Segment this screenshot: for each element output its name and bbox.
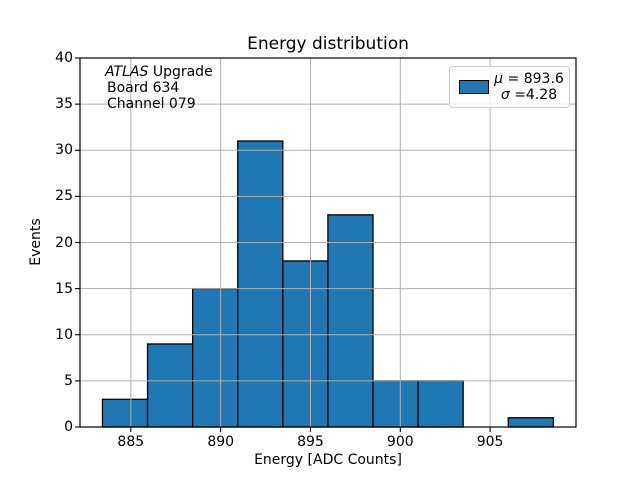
y-tick-label: 35 [55, 96, 73, 113]
histogram-bar [507, 417, 555, 428]
y-tick-label: 25 [55, 188, 73, 205]
annotation-line-board: Board 634 [107, 80, 180, 96]
histogram-bar [191, 287, 239, 428]
mu-value: = 893.6 [503, 71, 564, 87]
y-tick-label: 0 [64, 419, 73, 435]
experiment-name: ATLAS [105, 64, 149, 80]
legend-label: μ = 893.6 σ =4.28 [489, 71, 569, 103]
experiment-suffix: Upgrade [148, 64, 213, 80]
annotation-line-channel: Channel 079 [107, 96, 196, 112]
histogram-bar [282, 260, 329, 428]
sigma-symbol: σ [500, 87, 510, 103]
x-tick-label: 890 [207, 434, 235, 450]
histogram-bar [146, 343, 194, 428]
y-axis-label: Events [28, 218, 44, 266]
y-tick-label: 5 [64, 372, 73, 389]
legend-mu-line: μ = 893.6 [489, 71, 569, 87]
y-tick-label: 30 [55, 142, 73, 159]
y-tick-label: 10 [55, 326, 73, 343]
x-tick-label: 905 [476, 434, 504, 450]
histogram-bar [417, 380, 464, 428]
y-tick-label: 15 [55, 280, 73, 297]
y-tick-label: 40 [55, 50, 73, 66]
legend-box: μ = 893.6 σ =4.28 [449, 66, 570, 108]
histogram-bar [372, 380, 419, 428]
annotation-block: ATLAS Upgrade Board 634 Channel 079 [105, 64, 213, 112]
histogram-bar [327, 214, 374, 428]
legend-sigma-line: σ =4.28 [489, 87, 569, 103]
x-axis-label: Energy [ADC Counts] [254, 452, 402, 468]
annotation-line-experiment: ATLAS Upgrade [105, 64, 213, 80]
x-tick-label: 900 [386, 434, 414, 450]
sigma-value: =4.28 [509, 87, 558, 103]
y-tick-label: 20 [55, 234, 73, 251]
x-tick-label: 895 [297, 434, 324, 450]
legend-swatch [459, 80, 489, 94]
chart-title: Energy distribution [247, 34, 409, 54]
mu-symbol: μ [494, 71, 504, 87]
histogram-bar [237, 140, 284, 428]
x-tick-label: 885 [117, 434, 145, 450]
histogram-bar [101, 398, 149, 428]
